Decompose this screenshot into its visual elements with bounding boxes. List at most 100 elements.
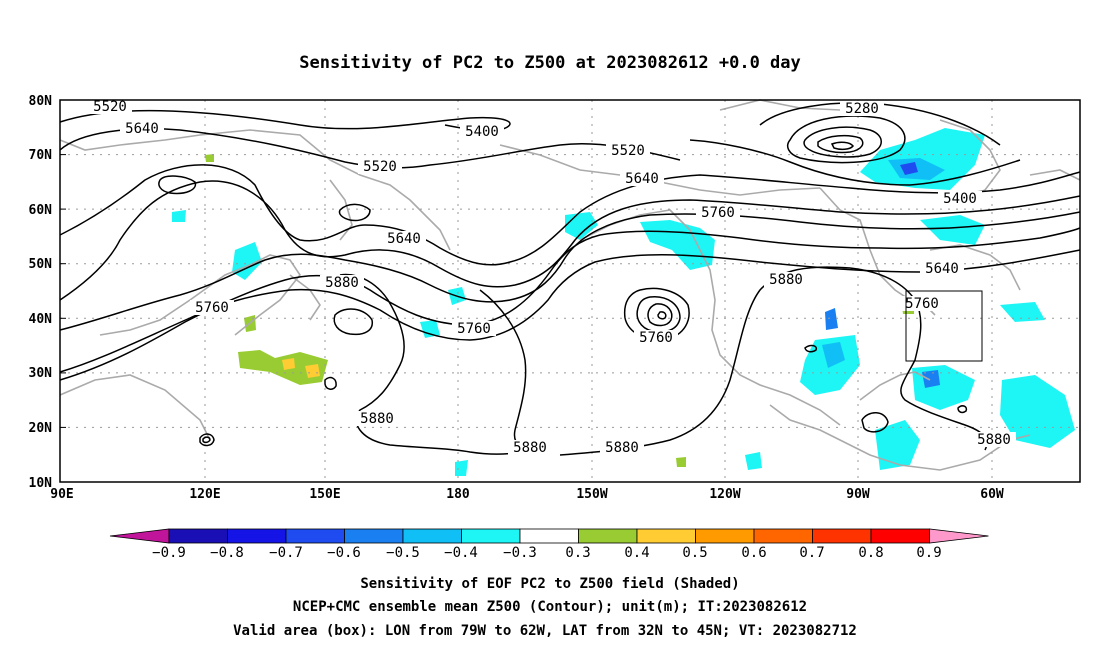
- contour-line: [817, 134, 864, 154]
- lat-label: 40N: [29, 312, 53, 327]
- contour-line: [339, 273, 521, 455]
- lon-label: 90W: [846, 487, 870, 502]
- contour-label: 5760: [195, 300, 229, 316]
- contour-label: 5760: [639, 330, 673, 346]
- shade-patch: [922, 370, 940, 388]
- colorbar-label: 0.7: [799, 545, 824, 561]
- shade-patch: [305, 364, 320, 378]
- map-title: Sensitivity of PC2 to Z500 at 2023082612…: [299, 53, 801, 73]
- lat-label: 10N: [29, 476, 53, 491]
- shade-patch: [1000, 302, 1045, 322]
- contour-label-bg: [696, 205, 740, 220]
- coastline: [859, 371, 931, 401]
- colorbar-label: 0.4: [624, 545, 649, 561]
- colorbar-label: 0.5: [682, 545, 707, 561]
- contour-label: 5760: [701, 205, 735, 221]
- colorbar-swatch: [870, 528, 930, 544]
- lon-axis-labels: 90E 120E 150E 180 150W 120W 90W 60W: [50, 487, 1004, 502]
- contour-label-bg: [382, 231, 426, 246]
- contour-label-bg: [508, 440, 552, 455]
- coastline: [769, 404, 1031, 471]
- lat-label: 80N: [29, 94, 53, 109]
- contour-labels: 5520 5640 5400 5520 5520 5640 5280 5400 …: [88, 99, 1016, 456]
- footer-caption: Sensitivity of EOF PC2 to Z500 field (Sh…: [233, 576, 857, 639]
- colorbar-labels: −0.9 −0.8 −0.7 −0.6 −0.5 −0.4 −0.3 0.3 0…: [152, 545, 942, 561]
- contour-label: 5880: [360, 411, 394, 427]
- contour-line: [689, 139, 1021, 186]
- contour-label: 5520: [363, 159, 397, 175]
- colorbar-label: 0.9: [916, 545, 941, 561]
- contour-line: [333, 308, 373, 336]
- lon-label: 180: [446, 487, 470, 502]
- contour-line: [59, 164, 1081, 266]
- contour-label: 5640: [387, 231, 421, 247]
- lon-label: 150E: [309, 487, 340, 502]
- contour-line: [158, 175, 197, 195]
- contour-label: 5520: [611, 143, 645, 159]
- colorbar-swatch: [636, 528, 696, 544]
- coastline: [289, 274, 321, 321]
- contour-line: [804, 344, 818, 353]
- colorbar-label: 0.3: [565, 545, 590, 561]
- contour-label: 5880: [605, 440, 639, 456]
- colorbar-max-extension: [929, 528, 989, 544]
- colorbar-swatch: [461, 528, 521, 544]
- map-frame: [59, 99, 1081, 483]
- shade-patch: [420, 320, 440, 338]
- colorbar-swatch: [168, 528, 228, 544]
- contour-label: 5280: [845, 101, 879, 117]
- shade-patch: [172, 210, 186, 222]
- shade-patch: [205, 154, 214, 162]
- contour-label-bg: [972, 432, 1016, 447]
- colorbar-label: −0.6: [327, 545, 361, 561]
- contour-label: 5400: [943, 191, 977, 207]
- contour-label: 5880: [769, 272, 803, 288]
- colorbar-swatch: [812, 528, 872, 544]
- contour-line: [803, 126, 882, 158]
- colorbar-min-extension: [109, 528, 170, 544]
- colorbar-label: −0.4: [444, 545, 478, 561]
- map-panel: 5520 5640 5400 5520 5520 5640 5280 5400 …: [59, 99, 1081, 483]
- shade-patch: [745, 452, 762, 470]
- contour-label-bg: [88, 99, 132, 114]
- shade-patch: [875, 420, 920, 470]
- colorbar-swatch: [402, 528, 462, 544]
- shade-patch: [232, 242, 262, 280]
- coastline: [329, 179, 353, 241]
- colorbar-swatch: [578, 528, 638, 544]
- contour-line: [59, 227, 1081, 373]
- contour-label: 5520: [93, 99, 127, 115]
- shade-patch: [282, 358, 295, 370]
- shade-patch: [676, 457, 686, 467]
- colorbar: [109, 528, 989, 544]
- contour-label: 5760: [457, 321, 491, 337]
- coastline: [1029, 169, 1081, 181]
- contour-label-bg: [900, 296, 944, 311]
- coastline: [579, 209, 841, 426]
- contour-line: [647, 303, 673, 327]
- contour-label: 5880: [513, 440, 547, 456]
- colorbar-swatch: [753, 528, 813, 544]
- colorbar-label: −0.5: [386, 545, 420, 561]
- shade-patch: [825, 308, 838, 330]
- contour-label-bg: [320, 275, 364, 290]
- shade-patch: [860, 128, 985, 190]
- contour-label-bg: [620, 171, 664, 186]
- contour-line: [59, 211, 1081, 331]
- contour-label-bg: [190, 300, 234, 315]
- valid-area-box: [905, 290, 983, 362]
- contour-label-bg: [460, 124, 504, 139]
- shade-patch: [640, 220, 715, 270]
- colorbar-label: 0.8: [858, 545, 883, 561]
- colorbar-swatch: [227, 528, 287, 544]
- contour-label-bg: [120, 121, 164, 136]
- colorbar-swatch: [519, 528, 579, 544]
- colorbar-label: −0.7: [269, 545, 303, 561]
- colorbar-swatch: [285, 528, 345, 544]
- lat-label: 30N: [29, 366, 53, 381]
- lat-label: 70N: [29, 148, 53, 163]
- contour-line: [338, 203, 371, 222]
- shade-patch: [900, 162, 918, 175]
- lon-label: 90E: [50, 487, 73, 502]
- shade-patch: [920, 215, 985, 245]
